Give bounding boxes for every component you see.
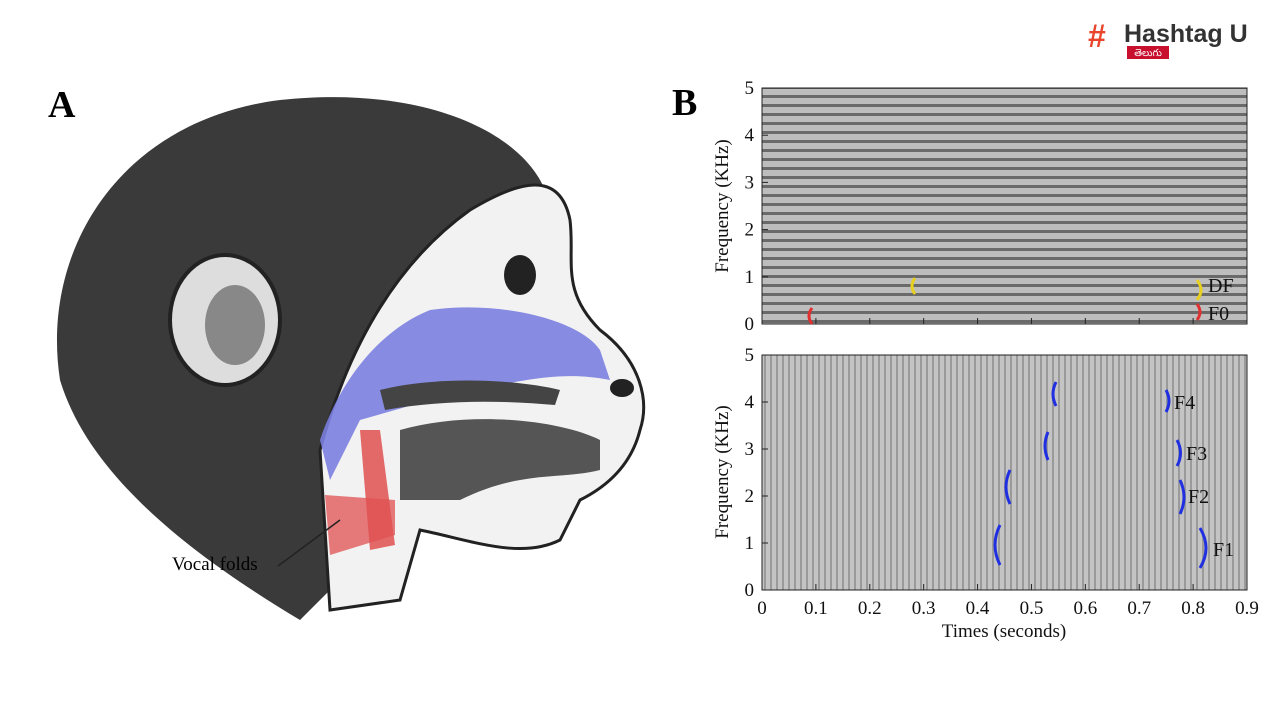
curve-label: DF	[1208, 275, 1234, 297]
x-tick-label: 0.3	[912, 598, 936, 619]
x-tick-label: 0.2	[858, 598, 882, 619]
markers	[807, 277, 1208, 569]
y-tick-label: 4	[745, 125, 755, 146]
spectrogram-top	[761, 87, 1248, 325]
y-tick-label: 3	[745, 172, 755, 193]
y-tick-label: 3	[745, 439, 755, 460]
y-tick-label: 4	[745, 392, 755, 413]
logo[interactable]: # Hashtag U తెలుగు	[1088, 18, 1248, 59]
x-tick-label: 0.1	[804, 598, 828, 619]
y-tick-label: 5	[745, 345, 755, 366]
logo-name: Hashtag U	[1124, 20, 1248, 48]
panel-letter: B	[672, 82, 697, 124]
curve-label: F3	[1186, 443, 1207, 465]
curve-label: F0	[1208, 303, 1229, 325]
annotation: Vocal folds	[172, 554, 258, 575]
curve-label: F4	[1174, 392, 1195, 414]
y-tick-label: 5	[745, 78, 755, 99]
y-axis-label: Frequency (KHz)	[712, 405, 733, 538]
y-tick-label: 2	[745, 486, 755, 507]
y-tick-label: 1	[745, 533, 755, 554]
logo-sub-bg	[1127, 46, 1169, 59]
x-tick-label: 0.5	[1020, 598, 1044, 619]
x-tick-label: 0.4	[966, 598, 990, 619]
x-tick-label: 0.6	[1073, 598, 1097, 619]
curve-label: F1	[1213, 539, 1234, 561]
x-axis-label: Times (seconds)	[942, 621, 1066, 642]
logo-hash: #	[1088, 18, 1106, 54]
y-axis-label: Frequency (KHz)	[712, 139, 733, 272]
monkey-illustration	[56, 97, 646, 621]
x-tick-label: 0.7	[1127, 598, 1151, 619]
curve-label: F2	[1188, 486, 1209, 508]
logo-sub: తెలుగు	[1134, 48, 1162, 59]
y-tick-label: 2	[745, 220, 755, 241]
y-tick-label: 0	[745, 580, 755, 601]
y-tick-label: 0	[745, 314, 755, 335]
x-tick-label: 0.9	[1235, 598, 1259, 619]
y-tick-label: 1	[745, 267, 755, 288]
panel-letter: A	[48, 84, 76, 126]
x-tick-label: 0.8	[1181, 598, 1205, 619]
x-tick-label: 0	[757, 598, 767, 619]
spectrogram-bottom	[761, 354, 1248, 591]
